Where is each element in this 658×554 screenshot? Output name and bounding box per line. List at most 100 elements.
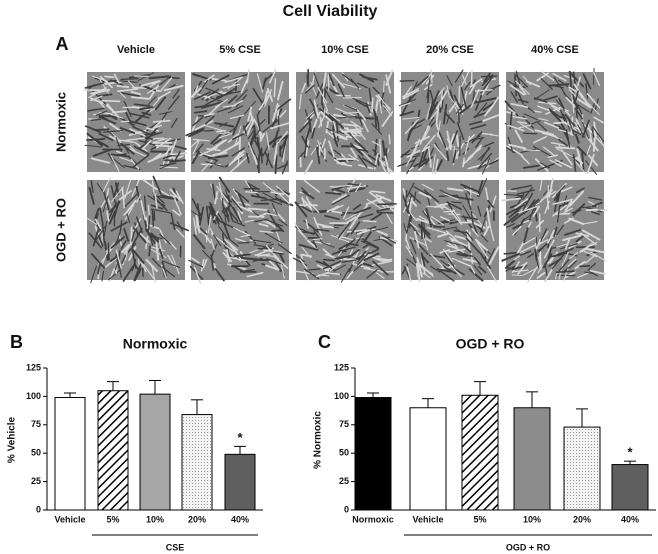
cell [509, 210, 520, 217]
cell [170, 212, 176, 231]
cell [581, 151, 585, 172]
cell [511, 261, 520, 273]
cell [519, 244, 537, 253]
cell [347, 131, 355, 140]
cell [227, 205, 234, 221]
cell [540, 228, 548, 242]
cell [251, 128, 261, 142]
cell [416, 218, 431, 225]
cell [90, 180, 94, 193]
cell [315, 260, 329, 267]
cell [216, 219, 237, 230]
cell [533, 145, 552, 157]
cell [321, 242, 335, 248]
bar [513, 407, 551, 511]
cell [211, 183, 217, 200]
cell [119, 127, 136, 134]
cell [271, 202, 278, 215]
cell [430, 215, 444, 226]
x-tick-label: 5% [473, 514, 486, 524]
cell [94, 225, 106, 242]
cell [413, 191, 417, 202]
x-tick-label: 20% [188, 514, 206, 524]
cell [152, 119, 171, 123]
cell [94, 213, 99, 224]
cell [341, 258, 360, 263]
cell [592, 201, 603, 208]
cell [246, 271, 264, 278]
cell [168, 95, 180, 110]
cell [278, 192, 291, 205]
cell [479, 217, 486, 233]
cell [426, 77, 431, 99]
cell [577, 124, 585, 138]
cell [570, 116, 574, 136]
cell [145, 235, 149, 250]
cell [453, 229, 469, 234]
cell [216, 185, 229, 203]
micrograph [185, 68, 292, 175]
cell [443, 193, 459, 201]
cell [102, 189, 110, 211]
cell [408, 81, 418, 100]
cell [446, 150, 450, 162]
cell [377, 157, 393, 173]
cell [337, 83, 346, 99]
cell [223, 238, 239, 251]
cell [334, 254, 354, 260]
cell [469, 78, 483, 88]
cell [304, 127, 311, 143]
cell [534, 89, 550, 101]
cell [131, 179, 140, 197]
cell [572, 129, 582, 136]
cell [211, 74, 230, 85]
cell [489, 134, 501, 137]
cell [159, 228, 167, 244]
cell [92, 148, 113, 157]
cell [274, 222, 285, 233]
cell [143, 195, 147, 212]
cell [440, 89, 443, 108]
cell [194, 120, 214, 131]
cell [510, 91, 519, 103]
cell [328, 140, 335, 158]
cell [382, 104, 393, 117]
cell [572, 158, 587, 174]
cell [125, 111, 133, 126]
cell [375, 272, 385, 279]
cell [459, 100, 478, 114]
cell [576, 187, 585, 194]
cell [523, 227, 529, 244]
cell [130, 158, 140, 170]
cell [537, 121, 547, 131]
cell [335, 107, 356, 117]
cell [125, 137, 145, 142]
cell [227, 105, 244, 114]
cell [298, 243, 319, 251]
cell [488, 159, 499, 166]
cell [148, 75, 170, 80]
cell [258, 223, 269, 227]
cell [260, 147, 263, 164]
cell [221, 192, 232, 203]
cell [376, 207, 390, 212]
cell [308, 200, 320, 213]
cell [231, 147, 246, 157]
cell [429, 89, 436, 107]
cell [555, 212, 571, 216]
cell [534, 129, 554, 136]
cell [305, 140, 310, 157]
cell [542, 146, 556, 157]
cell [171, 254, 180, 275]
cell [212, 139, 227, 150]
cell [121, 254, 127, 264]
cell [557, 138, 568, 147]
cell [356, 252, 370, 266]
cell [353, 263, 363, 272]
cell [276, 80, 284, 101]
cell [204, 125, 225, 132]
cell [147, 85, 160, 94]
micrograph [501, 178, 608, 283]
cell [237, 153, 240, 167]
